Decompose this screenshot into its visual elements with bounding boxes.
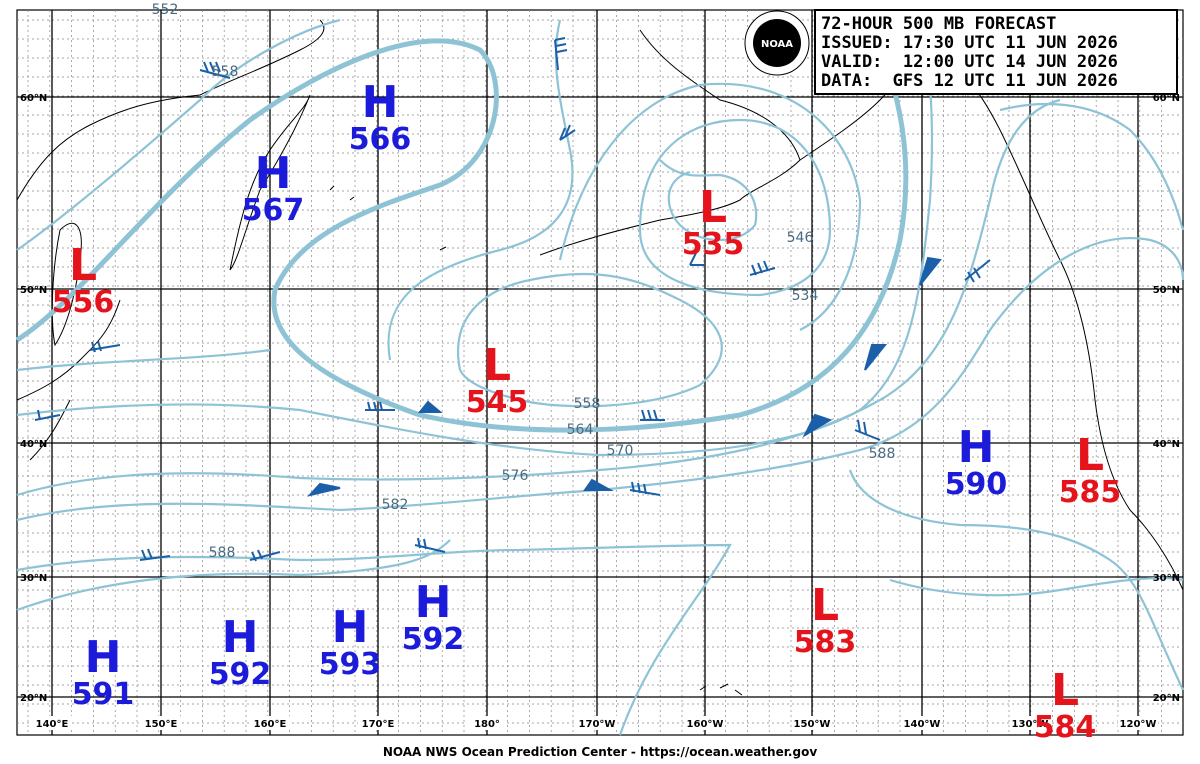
longitude-label: 170°E: [362, 719, 395, 730]
header-frame: [814, 9, 1178, 95]
center-value: 591: [72, 677, 135, 712]
height-contours: [15, 18, 1185, 736]
center-letter: H: [362, 77, 399, 128]
contour-label: 588: [869, 446, 896, 462]
center-value: 590: [945, 467, 1008, 502]
longitude-label-bg: [1118, 716, 1158, 730]
header-line: VALID: 12:00 UTC 14 JUN 2026: [821, 52, 1118, 72]
longitude-label-bg: [577, 716, 617, 730]
coastlines: [16, 19, 1184, 696]
latitude-label: 20°N: [1153, 693, 1180, 704]
center-letter: L: [811, 580, 839, 631]
center-value: 567: [242, 193, 305, 228]
center-value: 566: [349, 122, 412, 157]
longitude-label-bg: [32, 716, 72, 730]
wind-barbs: [34, 37, 991, 562]
center-value: 585: [1059, 475, 1122, 510]
longitude-label: 140°E: [36, 719, 69, 730]
latitude-label: 30°N: [1153, 573, 1180, 584]
center-letter: H: [332, 602, 369, 653]
longitude-label: 130°W: [1012, 719, 1049, 730]
contour-label: 552: [152, 2, 179, 18]
center-letter: L: [1076, 430, 1104, 481]
contour-label: 534: [792, 288, 819, 304]
center-letter: H: [255, 148, 292, 199]
longitude-label-bg: [141, 716, 181, 730]
labels: 60°N 60°N 50°N 50°N 40°N 40°N 30°N 30°N 20°N 20°N…: [20, 2, 1180, 745]
logo-text: NOAA: [761, 39, 793, 50]
contour-label: 570: [607, 443, 634, 459]
center-letter: L: [69, 240, 97, 291]
center-value: 535: [682, 227, 745, 262]
longitude-label: 160°E: [254, 719, 287, 730]
map-frame: [16, 9, 1184, 736]
header-box: NOAA 72-HOUR 500 MB FORECAST ISSUED: 17:…: [744, 9, 1178, 95]
footer: NOAA NWS Ocean Prediction Center - https…: [383, 745, 817, 759]
latitude-label: 50°N: [20, 285, 47, 296]
contour-label: 558: [574, 396, 601, 412]
latitude-label: 50°N: [1153, 285, 1180, 296]
graticule: [17, 10, 1183, 735]
center-letter: L: [1051, 665, 1079, 716]
longitude-label-bg: [685, 716, 725, 730]
contour-label: 546: [787, 230, 814, 246]
contour-label: 576: [502, 468, 529, 484]
center-letter: L: [699, 182, 727, 233]
longitude-label-bg: [250, 716, 290, 730]
longitude-label: 150°W: [794, 719, 831, 730]
contour-label: 588: [209, 545, 236, 561]
longitude-label-bg: [467, 716, 507, 730]
latitude-label: 60°N: [20, 93, 47, 104]
center-value: 583: [794, 625, 857, 660]
latitude-label: 40°N: [20, 439, 47, 450]
longitude-label: 170°W: [579, 719, 616, 730]
latitude-label: 40°N: [1153, 439, 1180, 450]
longitude-label: 150°E: [145, 719, 178, 730]
contour-label: 558: [212, 64, 239, 80]
contour-label: 564: [567, 422, 594, 438]
center-value: 592: [402, 622, 465, 657]
center-letter: H: [958, 422, 995, 473]
center-letter: L: [483, 340, 511, 391]
center-value: 593: [319, 647, 382, 682]
center-value: 584: [1034, 710, 1097, 745]
logo-disc: [753, 19, 801, 67]
center-letter: H: [222, 612, 259, 663]
center-value: 545: [466, 385, 529, 420]
center-value: 592: [209, 657, 272, 692]
longitude-label: 160°W: [687, 719, 724, 730]
longitude-label-bg: [1010, 716, 1050, 730]
latitude-label: 20°N: [20, 693, 47, 704]
latitude-label: 30°N: [20, 573, 47, 584]
longitude-label: 140°W: [904, 719, 941, 730]
center-letter: H: [85, 632, 122, 683]
longitude-label: 180°: [474, 719, 500, 730]
longitude-label-bg: [792, 716, 832, 730]
latitude-label: 60°N: [1153, 93, 1180, 104]
longitude-label: 120°W: [1120, 719, 1157, 730]
center-letter: H: [415, 577, 452, 628]
center-value: 556: [52, 285, 115, 320]
contour-label: 582: [382, 497, 409, 513]
longitude-label-bg: [902, 716, 942, 730]
header-line: ISSUED: 17:30 UTC 11 JUN 2026: [821, 33, 1118, 53]
longitude-label-bg: [358, 716, 398, 730]
header-line: DATA: GFS 12 UTC 11 JUN 2026: [821, 71, 1118, 91]
header-line: 72-HOUR 500 MB FORECAST: [821, 14, 1056, 34]
